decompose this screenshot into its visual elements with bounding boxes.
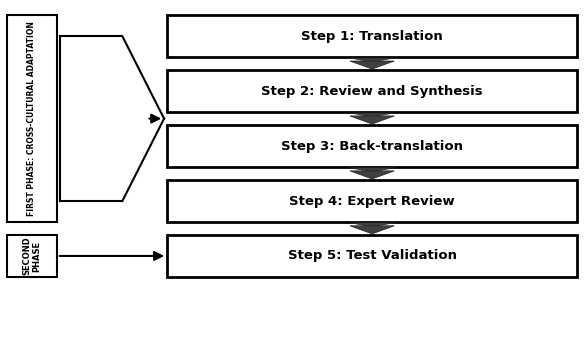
Polygon shape xyxy=(350,171,394,179)
FancyBboxPatch shape xyxy=(7,15,57,222)
Polygon shape xyxy=(350,226,394,234)
Polygon shape xyxy=(350,113,394,117)
Polygon shape xyxy=(350,168,394,172)
Text: Step 5: Test Validation: Step 5: Test Validation xyxy=(288,249,456,263)
Polygon shape xyxy=(350,58,394,62)
Polygon shape xyxy=(350,61,394,69)
Text: Step 2: Review and Synthesis: Step 2: Review and Synthesis xyxy=(261,85,483,98)
FancyBboxPatch shape xyxy=(167,125,577,167)
FancyBboxPatch shape xyxy=(167,15,577,57)
Text: Step 1: Translation: Step 1: Translation xyxy=(301,30,443,43)
Text: SECOND
PHASE: SECOND PHASE xyxy=(22,237,42,275)
FancyBboxPatch shape xyxy=(167,235,577,277)
Text: Step 4: Expert Review: Step 4: Expert Review xyxy=(289,194,455,208)
FancyBboxPatch shape xyxy=(167,180,577,222)
FancyBboxPatch shape xyxy=(7,235,57,277)
FancyBboxPatch shape xyxy=(167,70,577,112)
Polygon shape xyxy=(350,223,394,227)
Polygon shape xyxy=(350,116,394,124)
Text: FIRST PHASE: CROSS-CULTURAL ADAPTATION: FIRST PHASE: CROSS-CULTURAL ADAPTATION xyxy=(28,21,36,216)
Text: Step 3: Back-translation: Step 3: Back-translation xyxy=(281,140,463,153)
